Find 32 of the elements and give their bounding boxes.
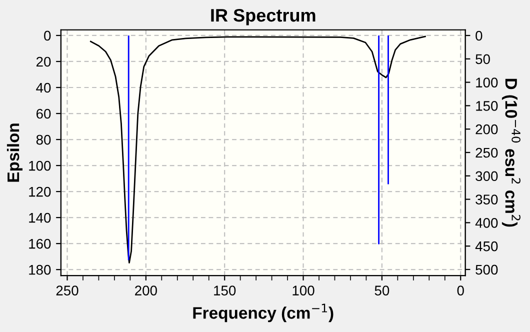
y-tick-label: 60 — [36, 108, 51, 119]
x-tick-label: 100 — [292, 286, 314, 296]
line-series — [90, 36, 426, 264]
y2-tick-label: 100 — [476, 78, 498, 88]
x-tick-label: 50 — [374, 286, 390, 296]
y-tick-label: 160 — [29, 238, 51, 249]
x-axis-title: Frequency (cm$^{−1}$) — [193, 304, 334, 322]
y2-axis-title: D (10$^{−40}$ esu$^{2}$ cm$^{2}$) — [502, 78, 520, 227]
y2-tick-label: 150 — [476, 101, 498, 111]
y2-tick-label: 350 — [476, 194, 498, 204]
y-tick-label: 180 — [29, 264, 51, 275]
y-tick-label: 0 — [44, 30, 51, 41]
y2-tick-label: 250 — [476, 148, 498, 158]
y-tick-label: 100 — [29, 160, 51, 171]
y2-tick-label: 0 — [476, 30, 482, 41]
y-tick-label: 20 — [36, 56, 51, 67]
y-tick-label: 120 — [29, 186, 51, 197]
y2-tick-label: 50 — [476, 54, 490, 64]
y-tick-label: 40 — [36, 82, 51, 93]
y-tick-label: 80 — [36, 134, 51, 145]
x-tick-label: 200 — [135, 286, 157, 296]
y-tick-label: 140 — [29, 212, 51, 223]
x-tick-label: 150 — [214, 286, 236, 296]
x-tick-label: 0 — [457, 286, 464, 296]
y2-tick-label: 200 — [476, 124, 498, 134]
x-tick-label: 250 — [56, 286, 78, 296]
y2-tick-label: 450 — [475, 241, 498, 252]
y2-tick-label: 400 — [475, 218, 498, 228]
y-axis-title: Epsilon — [6, 124, 22, 182]
y2-tick-label: 300 — [476, 171, 498, 182]
chart-title: IR Spectrum — [211, 8, 316, 26]
y2-tick-label: 500 — [476, 264, 498, 275]
